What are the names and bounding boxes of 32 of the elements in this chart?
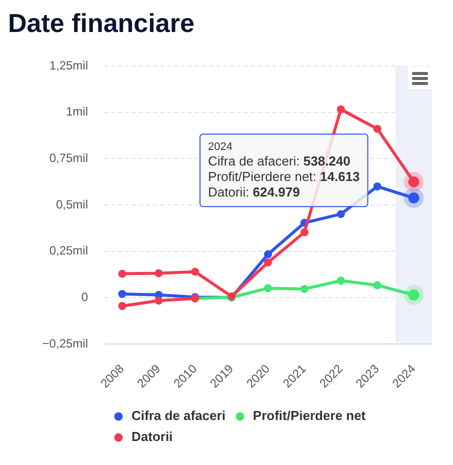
annotation: Cifra de afaceri: 538.240 — [208, 154, 350, 169]
point — [373, 124, 382, 133]
legend-label: Datorii — [132, 429, 173, 444]
point — [373, 182, 382, 190]
annotation: Datorii: 624.979 — [208, 184, 300, 200]
y-tick-label: 1mil — [66, 104, 88, 119]
point — [336, 210, 345, 218]
legend-label: Cifra de afaceri — [132, 408, 226, 424]
point — [191, 268, 200, 276]
point — [118, 302, 126, 310]
point — [336, 105, 345, 114]
chart-title: Date financiare — [8, 7, 194, 39]
y-tick-label: 0,25mil — [49, 244, 88, 258]
legend-label: Profit/Pierdere net — [252, 408, 366, 424]
y-tick-label: 1,25mil — [49, 58, 88, 72]
point — [118, 290, 126, 298]
point — [300, 228, 308, 236]
annotation: Profit/Pierdere net: 14.613 — [208, 169, 360, 184]
point — [118, 270, 126, 278]
point — [373, 281, 382, 290]
y-tick-label: 0,5mil — [56, 197, 88, 212]
point — [154, 296, 163, 305]
point — [264, 250, 272, 258]
y-tick-label: 0 — [81, 290, 88, 304]
y-tick-label: 0,75mil — [49, 150, 88, 165]
point — [300, 284, 308, 293]
y-tick-label: −0,25mil — [42, 336, 88, 350]
annotation: 2024 — [208, 141, 232, 154]
point — [264, 258, 272, 266]
point — [336, 276, 345, 285]
point — [154, 269, 163, 278]
point — [264, 284, 272, 292]
